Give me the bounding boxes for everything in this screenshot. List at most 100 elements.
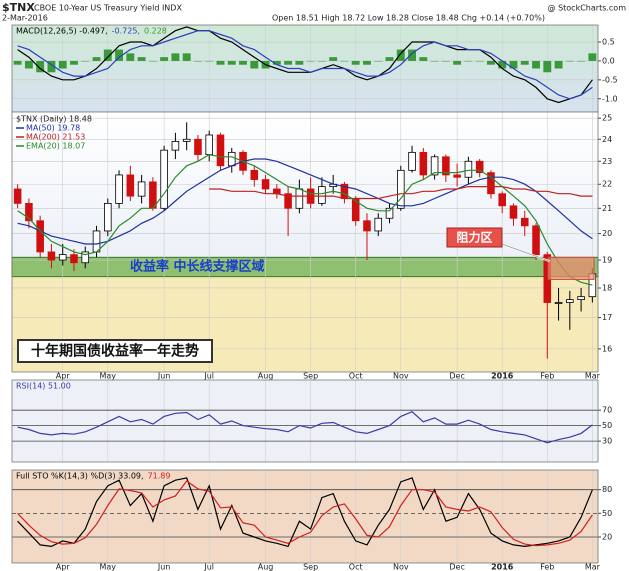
histogram-bar [295, 60, 304, 65]
histogram-bar [588, 53, 597, 61]
candle-body [442, 156, 450, 176]
symbol-name: CBOE 10-Year US Treasury Yield INDX [34, 4, 182, 13]
candle-body [295, 188, 304, 209]
quote: Open 18.51 High 18.72 Low 18.28 Close 18… [272, 14, 545, 23]
histogram-bar [36, 60, 45, 73]
histogram-bar [306, 60, 315, 62]
x-tick-label: Nov [393, 372, 409, 381]
candle-body [554, 302, 563, 304]
histogram-bar [70, 60, 78, 65]
x-tick-label: Aug [258, 563, 274, 571]
histogram-bar [464, 60, 473, 62]
histogram-bar [565, 60, 574, 62]
legend-label: MA(200) 21.53 [26, 133, 85, 142]
histogram-bar [577, 60, 586, 62]
histogram-bar [239, 60, 247, 65]
candle-body [126, 174, 135, 197]
histogram-bar [351, 60, 360, 65]
y-tick-label: 16 [602, 344, 612, 353]
panel-frame [11, 111, 599, 373]
y-tick-label: 20 [602, 532, 612, 541]
histogram-bar [148, 60, 157, 62]
panel-frame [11, 379, 599, 463]
y-tick-label: 0.0 [602, 56, 615, 65]
indicator-line [17, 411, 593, 444]
y-tick-label: 70 [602, 406, 612, 415]
histogram-bar [193, 60, 202, 62]
x-tick-label: Nov [393, 563, 409, 571]
histogram-bar [160, 57, 169, 61]
candle-body [566, 299, 574, 303]
date: 2-Mar-2016 [2, 14, 48, 23]
legend-label: RSI(14) 51.00 [16, 382, 71, 391]
histogram-bar [532, 60, 540, 69]
candle-body [92, 230, 101, 253]
candle-body [532, 225, 540, 256]
candle-body [115, 174, 123, 204]
histogram-bar [520, 60, 529, 65]
candle-body [318, 186, 326, 204]
histogram-bar [317, 60, 326, 62]
candle-body [205, 134, 213, 155]
candle-body [171, 141, 180, 151]
candle-body [397, 169, 405, 209]
histogram-bar [182, 53, 191, 61]
y-tick-label: 19 [602, 256, 612, 265]
candle-body [47, 251, 56, 261]
histogram-bar [115, 49, 124, 61]
x-tick-label: Jun [157, 563, 171, 571]
candle-body [453, 174, 461, 178]
y-tick-label: 0.5 [602, 38, 615, 47]
histogram-bar [126, 53, 135, 61]
x-tick-label: 2016 [491, 372, 514, 381]
x-tick-label: Feb [540, 372, 554, 381]
legend-label: Full STO %K(14,3) %D(3) 33.09, [16, 472, 144, 481]
candle-body [81, 251, 90, 264]
callout-line [501, 243, 551, 262]
candle-body [36, 220, 44, 253]
caption-box [17, 339, 213, 363]
ma-line [17, 158, 593, 245]
legend-label: 71.89 [148, 472, 171, 481]
legend-label: $TNX (Daily) 18.48 [16, 115, 92, 124]
histogram-bar [554, 60, 563, 69]
x-tick-label: Jul [203, 563, 214, 571]
candle-body [160, 149, 168, 209]
histogram-bar [137, 57, 146, 61]
histogram-bar [453, 60, 462, 65]
symbol: $TNX [2, 1, 35, 14]
resistance-zone [547, 256, 595, 280]
x-tick-label: Feb [540, 563, 554, 571]
candle-body [487, 172, 495, 195]
indicator-line [17, 480, 593, 547]
y-tick-label: 17 [602, 313, 612, 322]
candle-body [284, 193, 292, 209]
resistance-label: 阻力区 [456, 230, 492, 245]
indicator-line [17, 477, 593, 548]
legend-label: 0.228 [144, 27, 167, 36]
y-tick-label: 21 [602, 204, 612, 213]
histogram-bar [24, 60, 33, 69]
y-tick-label: -1.0 [602, 94, 618, 103]
histogram-bar [475, 60, 484, 62]
y-tick-label: 25 [602, 114, 612, 123]
panel-background [12, 470, 598, 563]
histogram-bar [430, 60, 439, 62]
y-tick-label: -0.5 [602, 75, 618, 84]
candle-body [419, 151, 428, 176]
histogram-bar [374, 60, 383, 62]
resistance-label-box [446, 227, 503, 248]
legend-label: MACD(12,26,5) -0.497, [16, 27, 108, 36]
histogram-bar [385, 57, 394, 61]
x-tick-label: Oct [349, 372, 363, 381]
candle-body [137, 181, 146, 197]
x-tick-label: Mar [585, 563, 601, 571]
candle-body [430, 156, 439, 176]
source: @ StockCharts.com [548, 4, 627, 13]
candle-body [464, 160, 473, 178]
y-tick-label: 23 [602, 157, 612, 166]
candle-body [520, 217, 529, 227]
candle-body [58, 254, 67, 261]
histogram-bar [227, 60, 236, 65]
histogram-bar [509, 60, 518, 69]
